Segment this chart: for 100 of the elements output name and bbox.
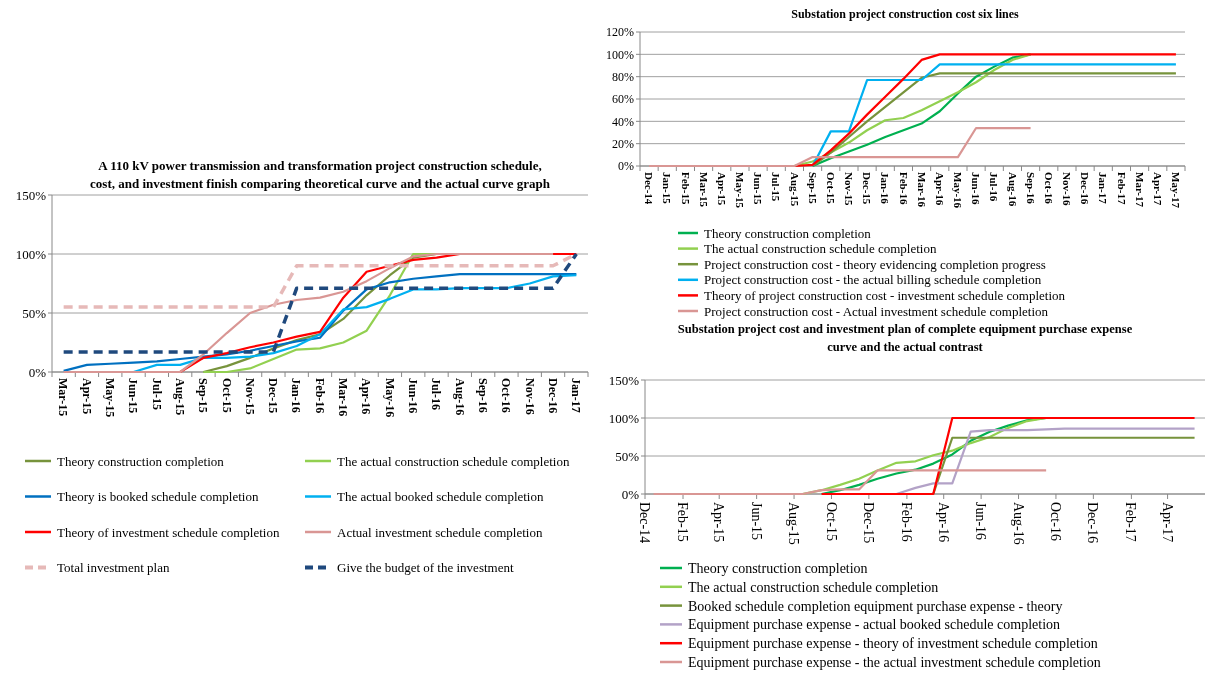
x-tick-label: Apr-15 bbox=[79, 378, 94, 415]
legend-label: Total investment plan bbox=[57, 560, 170, 576]
y-tick-label: 0% bbox=[618, 159, 634, 174]
x-tick-label: Aug-16 bbox=[1006, 172, 1019, 207]
x-tick-label: Feb-17 bbox=[1115, 172, 1128, 205]
legend-label: Project construction cost - theory evidencing completion progress bbox=[704, 256, 1046, 272]
legend-label: The actual construction schedule completion bbox=[704, 241, 937, 257]
x-tick-label: Apr-17 bbox=[1151, 172, 1164, 206]
legend-label: Theory is booked schedule completion bbox=[57, 489, 259, 505]
legend-label: The actual construction schedule completion bbox=[688, 579, 939, 595]
x-tick-label: Mar-17 bbox=[1133, 172, 1146, 208]
chart-title: A 110 kV power transmission and transformation project construction schedule, cost, and investment finish comparing theoretical curve and the actual curve graph bbox=[90, 158, 551, 191]
x-tick-label: Feb-15 bbox=[675, 502, 691, 542]
x-tick-label: Dec-14 bbox=[637, 502, 653, 544]
x-tick-label: Apr-16 bbox=[935, 502, 951, 543]
x-tick-label: Aug-15 bbox=[786, 502, 802, 545]
y-tick-label: 40% bbox=[612, 114, 634, 129]
x-tick-label: Jun-16 bbox=[970, 172, 983, 205]
x-tick-label: Sep-15 bbox=[806, 172, 819, 205]
x-tick-label: Jun-15 bbox=[752, 172, 765, 205]
x-tick-label: Apr-16 bbox=[933, 172, 946, 206]
x-tick-label: Oct-15 bbox=[219, 378, 234, 413]
x-tick-label: Feb-17 bbox=[1123, 502, 1139, 542]
x-tick-label: Dec-16 bbox=[1085, 502, 1101, 544]
x-tick-label: May-15 bbox=[103, 378, 118, 418]
x-tick-label: Jun-16 bbox=[406, 378, 421, 414]
x-tick-label: Oct-15 bbox=[823, 502, 839, 541]
legend-label: Theory construction completion bbox=[57, 453, 225, 469]
y-tick-label: 100% bbox=[608, 410, 640, 426]
y-tick-label: 100% bbox=[15, 246, 47, 262]
y-tick-label: 0% bbox=[28, 364, 47, 380]
x-tick-label: Sep-15 bbox=[196, 378, 211, 413]
x-tick-label: Mar-16 bbox=[336, 378, 351, 417]
x-tick-label: Nov-15 bbox=[843, 172, 856, 207]
x-tick-label: Jun-16 bbox=[973, 502, 989, 541]
x-tick-label: Oct-16 bbox=[1048, 502, 1064, 541]
x-tick-label: Dec-15 bbox=[861, 172, 874, 205]
x-tick-label: Mar-16 bbox=[915, 172, 928, 208]
legend-label: Theory construction completion bbox=[704, 225, 872, 241]
legend-label: Booked schedule completion equipment purchase expense - theory bbox=[688, 598, 1063, 614]
x-tick-label: Mar-15 bbox=[697, 172, 710, 208]
x-tick-label: Aug-16 bbox=[1010, 502, 1026, 545]
legend-label: Theory of project construction cost - investment schedule completion bbox=[704, 287, 1066, 303]
line-series bbox=[132, 274, 578, 374]
y-tick-label: 150% bbox=[15, 187, 47, 203]
x-tick-label: Oct-15 bbox=[824, 172, 837, 205]
line-series bbox=[895, 427, 1196, 496]
line-series bbox=[652, 469, 1048, 496]
x-tick-label: Jul-15 bbox=[149, 378, 164, 411]
x-tick-label: Sep-16 bbox=[1024, 172, 1037, 205]
y-tick-label: 50% bbox=[22, 305, 47, 321]
legend-label: Theory construction completion bbox=[688, 560, 868, 576]
x-tick-label: Feb-15 bbox=[679, 172, 692, 205]
y-tick-label: 50% bbox=[615, 448, 640, 464]
y-tick-label: 20% bbox=[612, 136, 634, 151]
y-tick-label: 0% bbox=[621, 486, 640, 502]
chart-title: Substation project cost and investment plan of complete equipment purchase expense curve and the actual contrast bbox=[677, 322, 1133, 354]
legend-label: Project construction cost - the actual billing schedule completion bbox=[704, 272, 1042, 288]
x-tick-label: Mar-15 bbox=[56, 378, 71, 417]
y-tick-label: 100% bbox=[606, 47, 634, 62]
x-tick-label: Feb-16 bbox=[897, 172, 910, 205]
legend-label: Actual investment schedule completion bbox=[337, 524, 543, 540]
x-tick-label: Apr-16 bbox=[359, 378, 374, 415]
y-tick-label: 150% bbox=[608, 372, 640, 388]
x-tick-label: Oct-16 bbox=[499, 378, 514, 413]
x-tick-label: May-16 bbox=[952, 172, 965, 209]
x-tick-label: Feb-16 bbox=[899, 502, 915, 542]
legend-label: Equipment purchase expense - actual booked schedule completion bbox=[688, 617, 1061, 633]
x-tick-label: Feb-16 bbox=[312, 378, 327, 414]
x-tick-label: May-16 bbox=[382, 378, 397, 418]
x-tick-label: May-15 bbox=[734, 172, 747, 209]
x-tick-label: Nov-16 bbox=[522, 378, 537, 415]
y-tick-label: 80% bbox=[612, 69, 634, 84]
x-tick-label: Aug-15 bbox=[172, 378, 187, 416]
x-tick-label: Apr-15 bbox=[715, 172, 728, 206]
x-tick-label: Jan-15 bbox=[661, 172, 674, 205]
x-tick-label: Oct-16 bbox=[1042, 172, 1055, 205]
legend-label: Equipment purchase expense - theory of investment schedule completion bbox=[688, 636, 1098, 652]
x-tick-label: Aug-16 bbox=[452, 378, 467, 416]
x-tick-label: Jan-17 bbox=[569, 378, 584, 413]
line-series bbox=[62, 252, 555, 374]
x-tick-label: Jan-17 bbox=[1097, 172, 1110, 205]
y-tick-label: 120% bbox=[606, 25, 634, 40]
x-tick-label: Jan-16 bbox=[879, 172, 892, 205]
legend-label: Project construction cost - Actual investment schedule completion bbox=[704, 303, 1049, 319]
legend-label: The actual booked schedule completion bbox=[337, 489, 544, 505]
chart-title: Substation project construction cost six lines bbox=[791, 7, 1020, 21]
x-tick-label: Jul-15 bbox=[770, 172, 783, 202]
x-tick-label: Jul-16 bbox=[988, 172, 1001, 202]
x-tick-label: Aug-15 bbox=[788, 172, 801, 207]
legend-label: Equipment purchase expense - the actual investment schedule completion bbox=[688, 654, 1101, 670]
x-tick-label: Nov-16 bbox=[1061, 172, 1074, 207]
x-tick-label: Apr-17 bbox=[1159, 502, 1175, 543]
legend-label: Give the budget of the investment bbox=[337, 560, 514, 576]
legend-label: Theory of investment schedule completion bbox=[57, 524, 280, 540]
x-tick-label: Jun-15 bbox=[126, 378, 141, 414]
x-tick-label: Jun-15 bbox=[748, 502, 764, 541]
legend-label: The actual construction schedule completion bbox=[337, 453, 570, 469]
x-tick-label: Dec-15 bbox=[860, 502, 876, 544]
x-tick-label: Apr-15 bbox=[711, 502, 727, 543]
